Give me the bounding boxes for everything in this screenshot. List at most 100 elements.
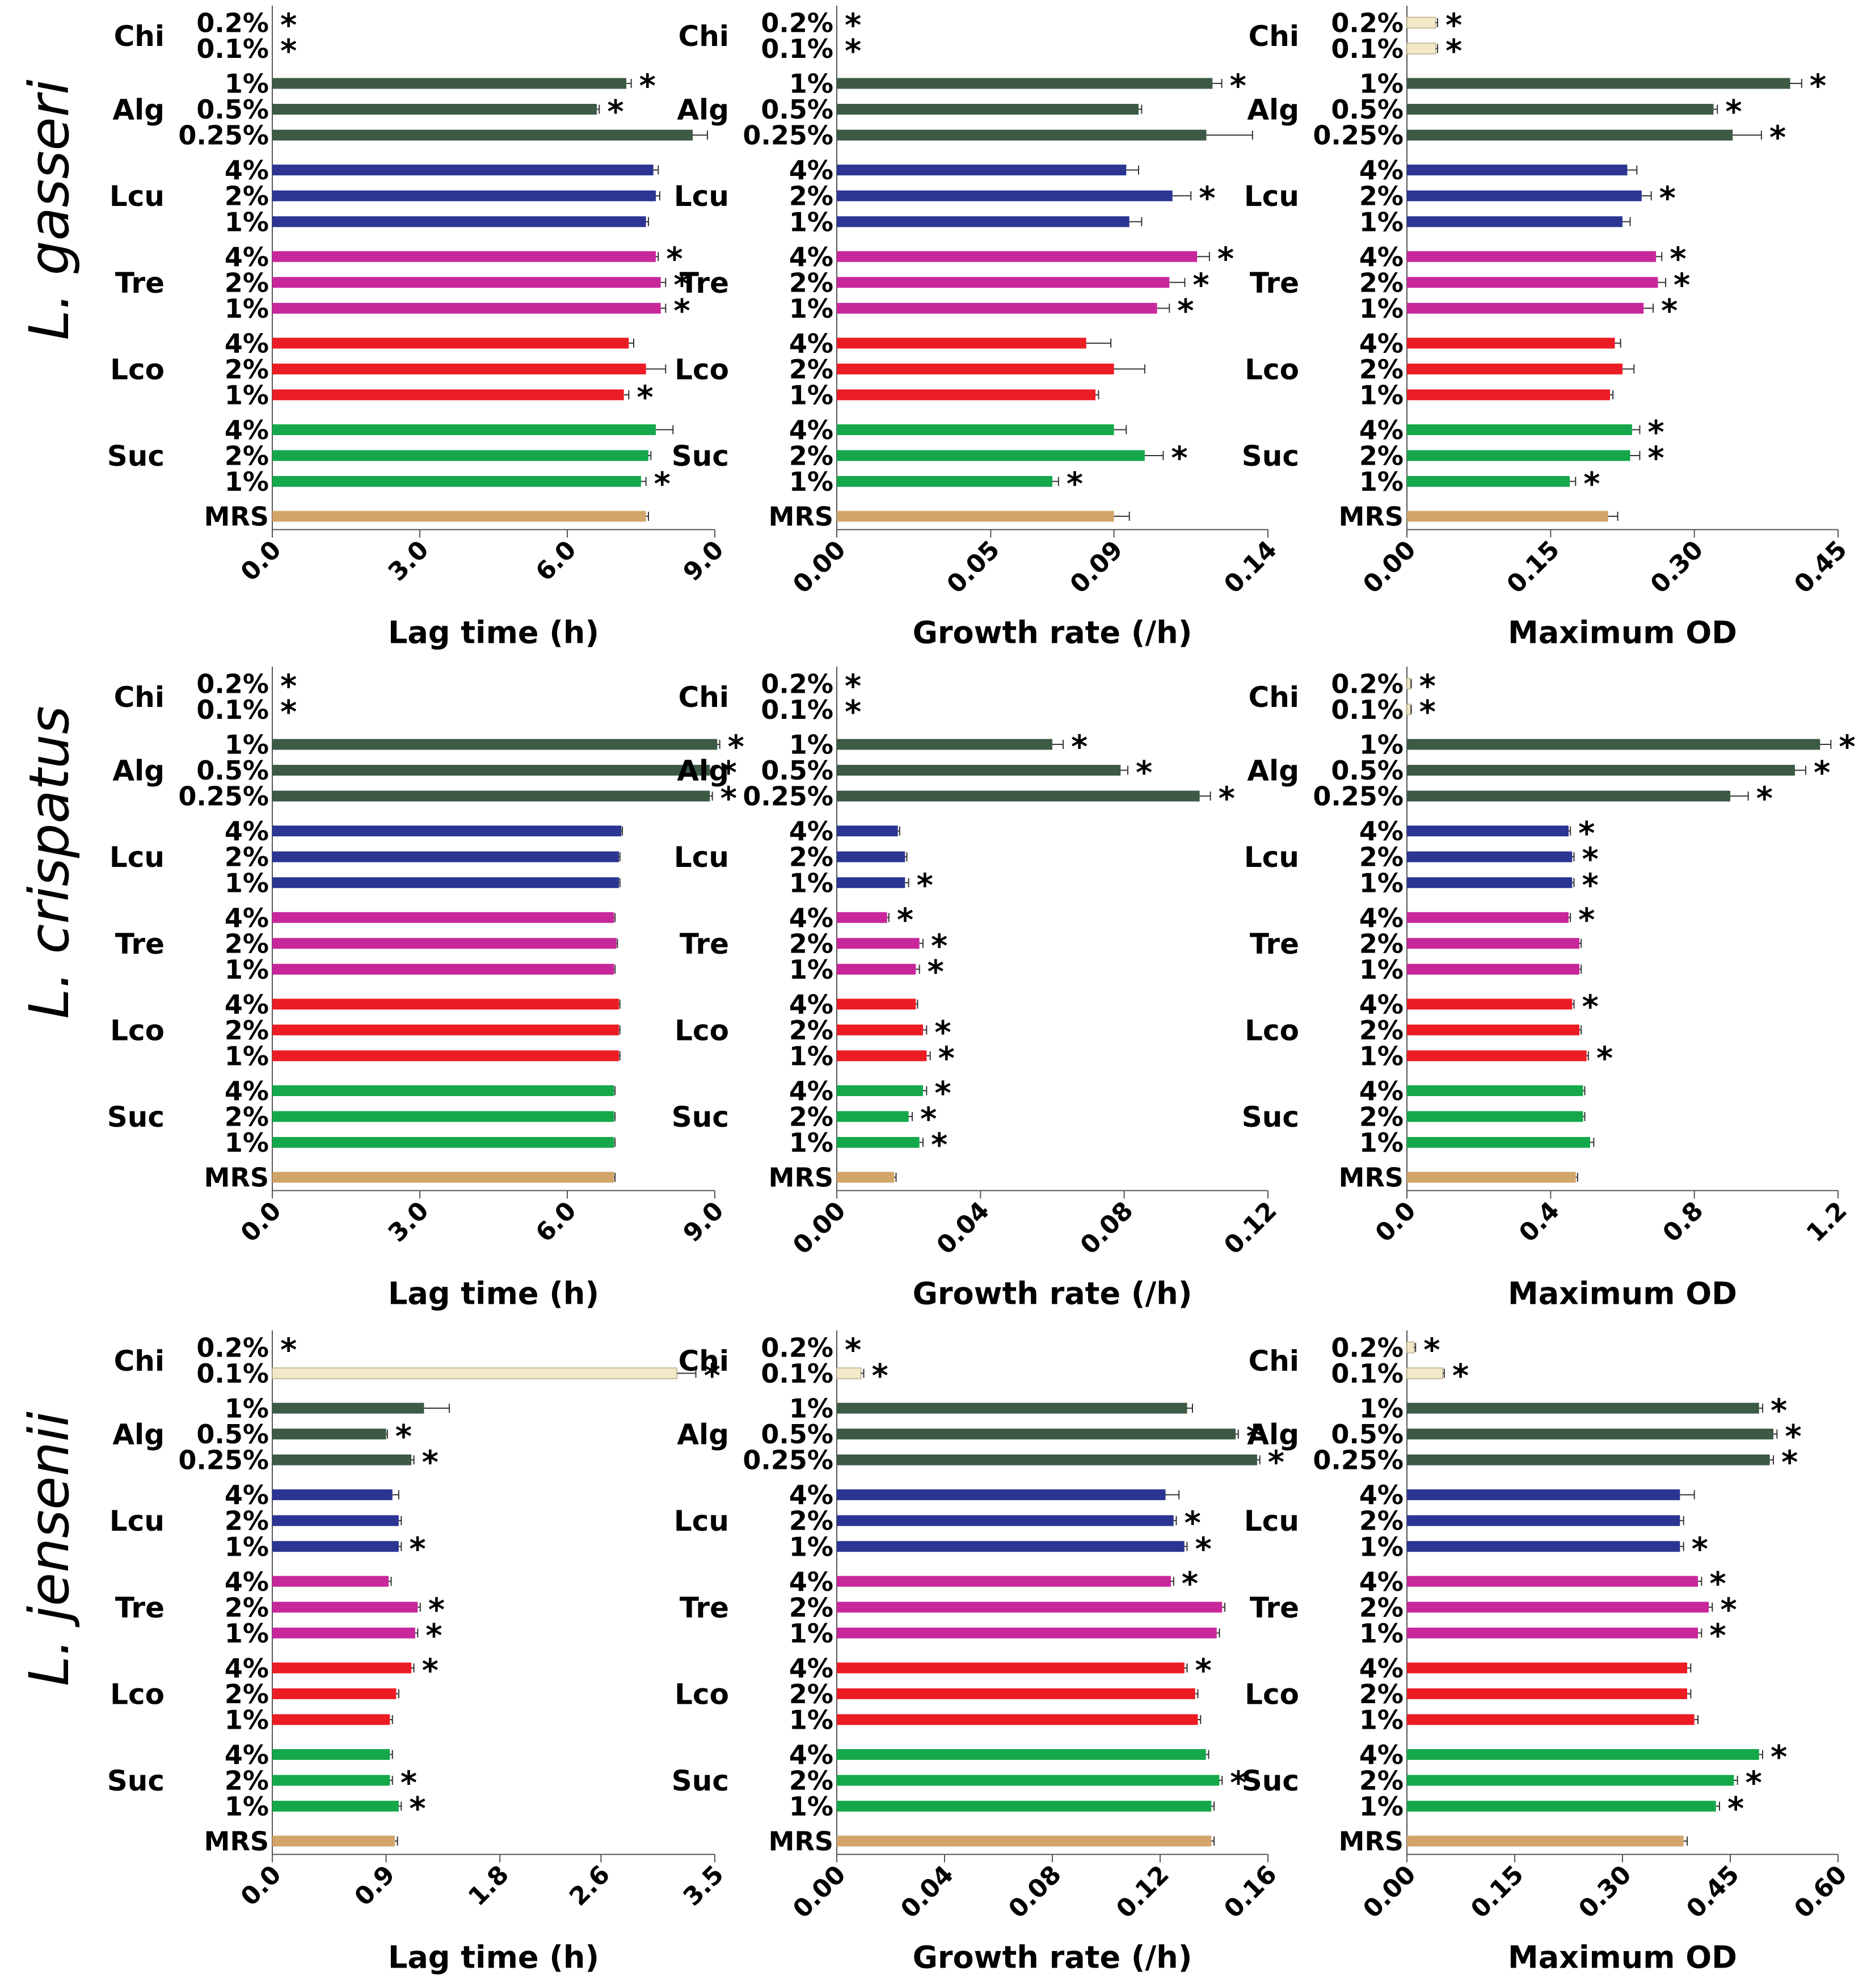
bar-tre: [272, 302, 661, 314]
category-label: 4%: [789, 328, 833, 359]
group-label-tre: Tre: [680, 928, 729, 961]
category-label: 0.2%: [196, 1333, 269, 1363]
category-label: 4%: [789, 155, 833, 186]
bar-suc: [1407, 476, 1570, 487]
category-label: 4%: [789, 903, 833, 933]
category-label: 4%: [1359, 989, 1404, 1020]
category-label: 1%: [225, 466, 269, 497]
x-axis-title: Growth rate (/h): [913, 615, 1192, 651]
bar-lcu: [272, 851, 619, 862]
category-label: 1%: [1359, 69, 1404, 99]
significance-star: *: [928, 954, 944, 991]
x-tick-label: 6.0: [530, 1196, 582, 1248]
significance-star: *: [1067, 466, 1083, 503]
bar-tre: [1407, 963, 1579, 975]
category-label: 1%: [789, 1618, 833, 1649]
significance-star: *: [845, 694, 861, 731]
bar-lco: [1407, 1714, 1695, 1725]
significance-star: *: [704, 1358, 720, 1395]
group-label-alg: Alg: [112, 94, 165, 127]
bar-tre: [272, 912, 614, 923]
group-label-chi: Chi: [114, 681, 165, 714]
row-title-3: L. jensenii: [18, 1411, 81, 1686]
bar-lcu: [1407, 825, 1569, 837]
bar-alg: [272, 78, 626, 89]
significance-star: *: [1674, 267, 1690, 304]
x-tick-label: 0.45: [1681, 1860, 1745, 1924]
category-label: MRS: [204, 1826, 269, 1857]
category-label: 1%: [789, 293, 833, 324]
bar-lcu: [1407, 216, 1622, 228]
group-label-suc: Suc: [107, 440, 165, 473]
significance-star: *: [1246, 1418, 1263, 1455]
x-tick-label: 0.00: [1358, 1860, 1422, 1924]
bar-lco: [837, 1662, 1185, 1674]
significance-star: *: [654, 466, 671, 503]
x-axis-title: Lag time (h): [388, 1276, 599, 1312]
significance-star: *: [1781, 1444, 1798, 1481]
significance-star: *: [409, 1531, 425, 1568]
category-label: 0.2%: [196, 669, 269, 700]
category-label: 1%: [225, 1531, 269, 1562]
category-label: 1%: [1359, 1791, 1404, 1822]
category-label: 2%: [1359, 181, 1404, 212]
category-label: 2%: [225, 928, 269, 959]
category-label: MRS: [1339, 502, 1404, 532]
significance-star: *: [1452, 1358, 1469, 1395]
bar-lcu: [1407, 877, 1573, 888]
category-label: 2%: [789, 842, 833, 873]
group-label-lcu: Lcu: [674, 841, 729, 874]
category-label: 1%: [225, 207, 269, 237]
bar-alg: [272, 129, 693, 141]
bar-lco: [1407, 338, 1615, 349]
bar-suc: [1407, 424, 1632, 435]
category-label: 2%: [1359, 1679, 1404, 1709]
bar-chart-panel-4: 0.0 3.0 6.0 9.0 Lag time (h) 0.2% * 0.1% * 1% * 0.5…: [107, 667, 744, 1312]
category-label: MRS: [204, 502, 269, 532]
category-label: 1%: [789, 1041, 833, 1071]
category-label: 0.1%: [196, 1358, 269, 1389]
category-label: 2%: [1359, 1102, 1404, 1132]
bar-chart-panel-6: 0.0 0.4 0.8 1.2 Maximum OD 0.2% * 0.1% * 1% * 0.5% *…: [1242, 667, 1856, 1312]
significance-star: *: [280, 694, 297, 731]
group-label-chi: Chi: [678, 681, 729, 714]
category-label: 1%: [225, 1393, 269, 1424]
category-label: 0.1%: [1331, 1358, 1404, 1389]
category-label: MRS: [769, 502, 833, 532]
significance-star: *: [673, 293, 690, 330]
category-label: 4%: [1359, 1653, 1404, 1683]
bar-mrs: [1407, 1172, 1576, 1183]
significance-star: *: [395, 1418, 412, 1455]
bar-tre: [1407, 251, 1657, 262]
category-label: 0.2%: [761, 1333, 833, 1363]
group-label-alg: Alg: [677, 94, 729, 127]
group-label-tre: Tre: [115, 1591, 165, 1624]
x-tick-label: 0.9: [349, 1860, 401, 1911]
bar-tre: [272, 963, 614, 975]
bar-tre: [1407, 302, 1644, 314]
significance-star: *: [1692, 1531, 1708, 1568]
category-label: 1%: [1359, 1704, 1404, 1735]
category-label: 1%: [225, 1704, 269, 1735]
bar-lco: [272, 1024, 619, 1035]
category-label: 0.1%: [1331, 33, 1404, 64]
bar-suc: [837, 1111, 909, 1122]
category-label: 0.2%: [761, 669, 833, 700]
category-label: 2%: [789, 441, 833, 471]
x-tick-label: 2.6: [564, 1860, 616, 1911]
category-label: 4%: [789, 1740, 833, 1770]
group-label-chi: Chi: [114, 1345, 165, 1378]
category-label: 4%: [1359, 1566, 1404, 1597]
bar-alg: [837, 78, 1213, 89]
category-label: 4%: [225, 903, 269, 933]
significance-star: *: [920, 1101, 937, 1138]
row-title-2: L. crispatus: [18, 706, 81, 1019]
bar-lco: [837, 1688, 1195, 1699]
bar-tre: [837, 302, 1157, 314]
bar-lcu: [837, 1489, 1166, 1501]
bar-tre: [1407, 1627, 1698, 1639]
significance-star: *: [1199, 180, 1215, 217]
bar-suc: [837, 450, 1145, 461]
bar-lco: [837, 1714, 1198, 1725]
category-label: 4%: [1359, 155, 1404, 186]
